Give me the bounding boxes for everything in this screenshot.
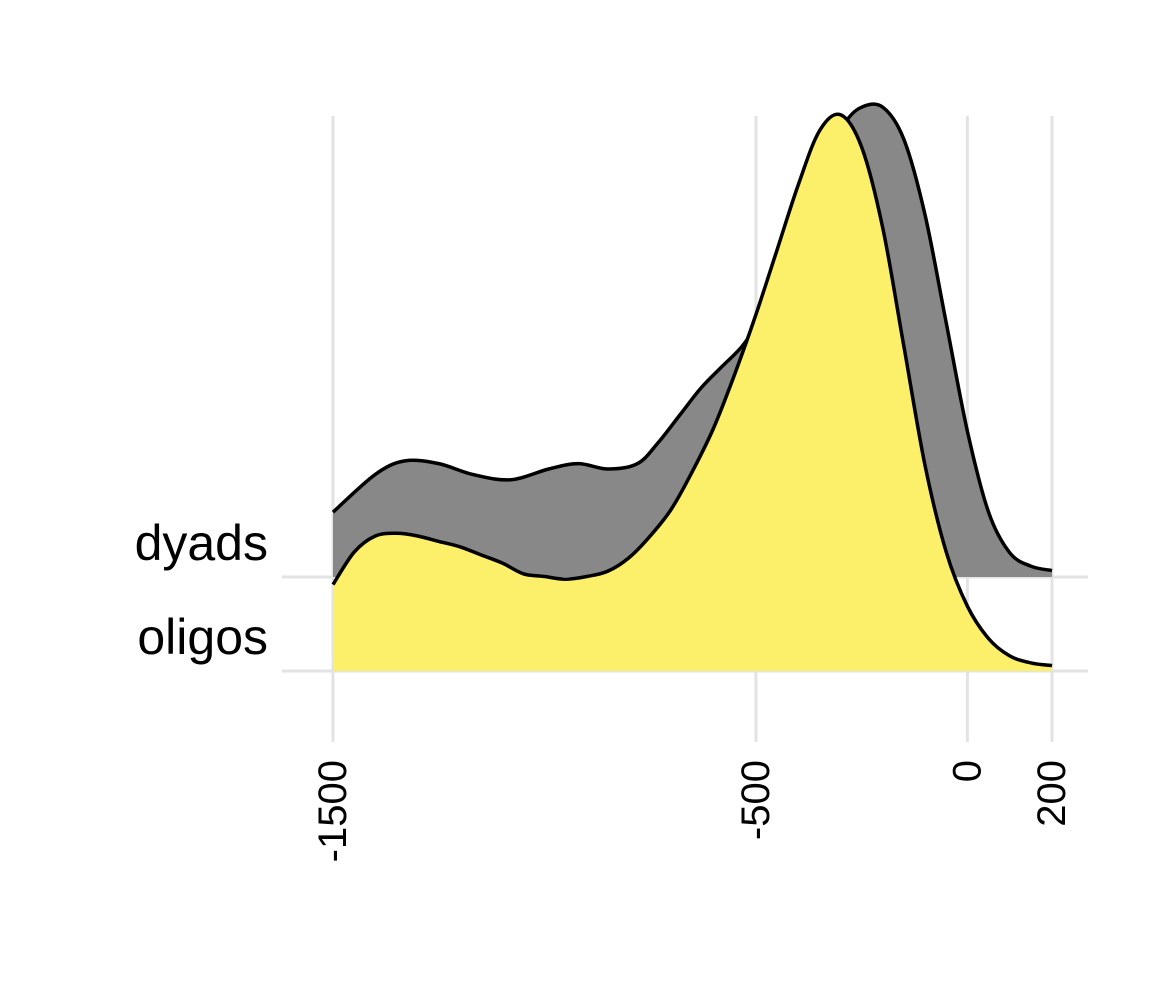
x-axis-tick-labels: -1500 -500 0 200 bbox=[311, 760, 1074, 862]
ridge-line-oligos bbox=[331, 112, 1053, 668]
category-labels: dyads oligos bbox=[135, 515, 268, 665]
ridge-area-oligos bbox=[333, 114, 1052, 671]
x-tick-label--500: -500 bbox=[734, 760, 778, 840]
x-tick-label-200: 200 bbox=[1030, 760, 1074, 827]
x-tick-label-0: 0 bbox=[945, 760, 989, 782]
x-tick-label--1500: -1500 bbox=[311, 760, 355, 862]
category-label-dyads: dyads bbox=[135, 515, 268, 571]
category-label-oligos: oligos bbox=[137, 609, 268, 665]
ridges bbox=[331, 102, 1053, 671]
